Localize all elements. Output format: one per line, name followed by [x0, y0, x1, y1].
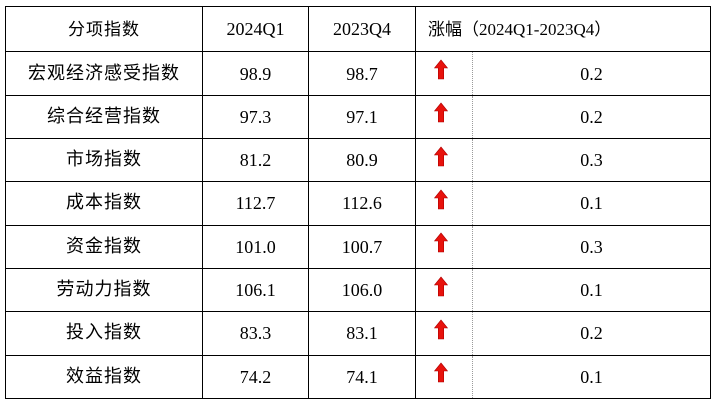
row-value-2023q4: 80.9: [308, 137, 416, 183]
row-change: 0.1: [472, 354, 711, 400]
table-header-row: 分项指数 2024Q1 2023Q4 涨幅（2024Q1-2023Q4）: [5, 5, 711, 53]
row-change: 0.3: [472, 137, 711, 183]
table-row: 市场指数 81.2 80.9 0.3: [5, 137, 711, 183]
header-2024q1: 2024Q1: [202, 5, 309, 53]
table-row: 成本指数 112.7 112.6 0.1: [5, 181, 711, 226]
row-name: 投入指数: [5, 311, 203, 356]
row-change: 0.2: [472, 51, 711, 96]
up-arrow-icon: [433, 189, 449, 213]
header-change-range: （2024Q1-2023Q4）: [462, 19, 612, 39]
row-value-2023q4: 98.7: [308, 51, 416, 96]
row-trend: [415, 137, 473, 183]
up-arrow-icon: [433, 59, 449, 83]
row-name: 宏观经济感受指数: [5, 51, 203, 96]
row-value-2023q4: 74.1: [308, 354, 416, 400]
row-value-2023q4: 97.1: [308, 94, 416, 140]
up-arrow-icon: [433, 146, 449, 170]
table-row: 综合经营指数 97.3 97.1 0.2: [5, 94, 711, 140]
row-change: 0.3: [472, 224, 711, 269]
row-trend: [415, 267, 473, 313]
row-name: 效益指数: [5, 354, 203, 400]
row-value-2023q4: 83.1: [308, 311, 416, 356]
header-2023q4: 2023Q4: [308, 5, 416, 53]
row-trend: [415, 94, 473, 140]
table-row: 投入指数 83.3 83.1 0.2: [5, 311, 711, 356]
row-change: 0.2: [472, 94, 711, 140]
row-value-2024q1: 97.3: [202, 94, 309, 140]
header-change-label: 涨幅: [428, 19, 462, 40]
row-change: 0.1: [472, 267, 711, 313]
row-value-2024q1: 74.2: [202, 354, 309, 400]
up-arrow-icon: [433, 319, 449, 343]
row-trend: [415, 354, 473, 400]
up-arrow-icon: [433, 276, 449, 300]
row-value-2024q1: 106.1: [202, 267, 309, 313]
header-name: 分项指数: [5, 5, 203, 53]
row-name: 成本指数: [5, 181, 203, 226]
row-value-2024q1: 112.7: [202, 181, 309, 226]
row-name: 市场指数: [5, 137, 203, 183]
row-value-2024q1: 101.0: [202, 224, 309, 269]
row-change: 0.2: [472, 311, 711, 356]
up-arrow-icon: [433, 102, 449, 126]
table-row: 宏观经济感受指数 98.9 98.7 0.2: [5, 51, 711, 96]
row-value-2024q1: 83.3: [202, 311, 309, 356]
row-trend: [415, 311, 473, 356]
row-trend: [415, 181, 473, 226]
row-value-2023q4: 112.6: [308, 181, 416, 226]
table-body: 宏观经济感受指数 98.9 98.7 0.2 综合经营指数 97.3 97.1 0.2 市场指数…: [5, 51, 711, 400]
up-arrow-icon: [433, 232, 449, 256]
row-trend: [415, 224, 473, 269]
row-value-2023q4: 106.0: [308, 267, 416, 313]
row-trend: [415, 51, 473, 96]
header-change: 涨幅（2024Q1-2023Q4）: [415, 5, 711, 53]
row-value-2024q1: 98.9: [202, 51, 309, 96]
sub-index-table: 分项指数 2024Q1 2023Q4 涨幅（2024Q1-2023Q4） 宏观经…: [5, 5, 711, 400]
row-value-2024q1: 81.2: [202, 137, 309, 183]
table-row: 劳动力指数 106.1 106.0 0.1: [5, 267, 711, 313]
up-arrow-icon: [433, 362, 449, 386]
row-change: 0.1: [472, 181, 711, 226]
row-name: 劳动力指数: [5, 267, 203, 313]
row-value-2023q4: 100.7: [308, 224, 416, 269]
row-name: 综合经营指数: [5, 94, 203, 140]
row-name: 资金指数: [5, 224, 203, 269]
table-row: 效益指数 74.2 74.1 0.1: [5, 354, 711, 400]
table-row: 资金指数 101.0 100.7 0.3: [5, 224, 711, 269]
